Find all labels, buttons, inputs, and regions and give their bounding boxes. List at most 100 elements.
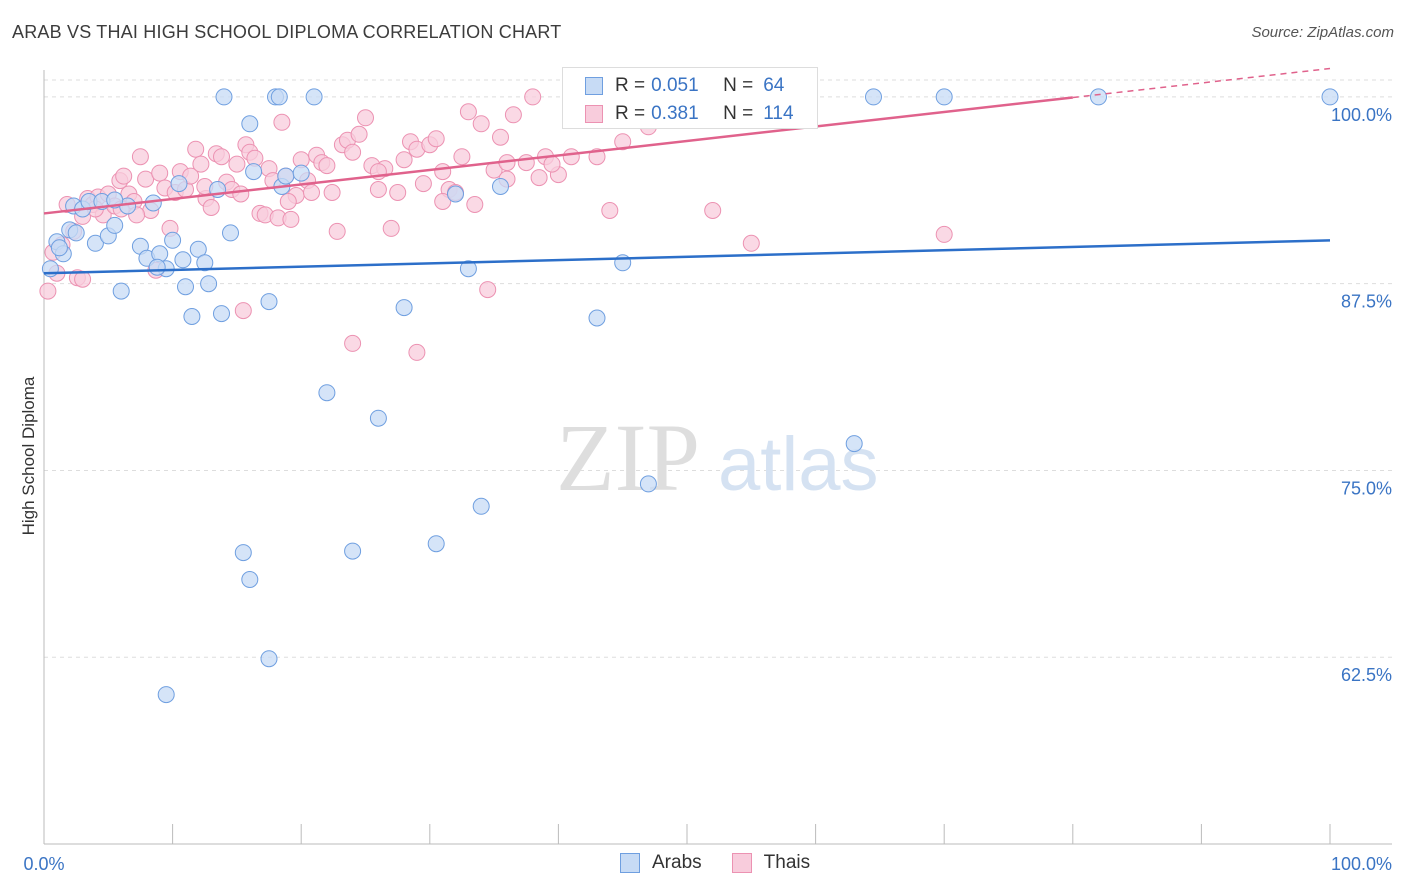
arabs-point xyxy=(344,542,362,560)
thais-point xyxy=(742,234,760,252)
thais-point xyxy=(935,225,953,243)
arabs-point xyxy=(245,163,263,181)
thais-trend-extension xyxy=(1072,67,1331,99)
thais-point xyxy=(459,103,477,121)
legend-row-thais: R = 0.381 N = 114 xyxy=(585,100,794,128)
thais-point xyxy=(344,334,362,352)
thais-point xyxy=(395,151,413,169)
arabs-point xyxy=(292,164,310,182)
arabs-swatch xyxy=(585,77,603,95)
arabs-point xyxy=(67,224,85,242)
y-tick-label: 75.0% xyxy=(1341,478,1392,498)
thais-point xyxy=(213,148,230,166)
thais-point xyxy=(601,202,619,219)
watermark-zip: ZIP xyxy=(556,404,700,511)
arabs-point xyxy=(196,254,214,272)
thais-point xyxy=(323,184,341,201)
arabs-n-value: 64 xyxy=(763,75,785,96)
thais-point xyxy=(279,193,297,210)
thais-point xyxy=(318,157,336,175)
thais-point xyxy=(115,167,133,185)
arabs-point xyxy=(164,231,182,249)
thais-point xyxy=(504,106,522,124)
thais-point xyxy=(479,281,497,299)
thais-point xyxy=(131,148,149,166)
y-tick-label: 62.5% xyxy=(1341,665,1392,685)
arabs-point xyxy=(222,224,239,242)
arabs-point xyxy=(215,88,233,106)
arabs-point xyxy=(234,544,252,562)
legend-row-arabs: R = 0.051 N = 64 xyxy=(585,72,784,100)
arabs-trend-line xyxy=(43,239,1331,275)
arabs-point xyxy=(318,384,336,402)
arabs-n-label: N = xyxy=(723,75,754,96)
y-tick-label: 100.0% xyxy=(1331,105,1392,125)
thais-point xyxy=(202,199,220,216)
arabs-point xyxy=(447,185,464,203)
thais-point xyxy=(562,148,580,166)
thais-point xyxy=(232,185,250,203)
thais-point xyxy=(434,193,452,210)
arabs-point xyxy=(305,88,323,106)
thais-point xyxy=(328,222,346,240)
trend-layer xyxy=(43,67,1331,275)
arabs-point xyxy=(200,275,218,293)
chart-title: ARAB VS THAI HIGH SCHOOL DIPLOMA CORRELA… xyxy=(12,22,562,42)
arabs-point xyxy=(170,175,188,193)
legend-arabs-label: Arabs xyxy=(652,852,702,873)
thais-r-label: R = xyxy=(615,103,646,124)
arabs-point xyxy=(427,535,445,553)
arabs-point xyxy=(270,88,288,106)
thais-point xyxy=(492,128,509,146)
thais-point xyxy=(434,163,452,181)
thais-point xyxy=(357,109,374,127)
arabs-point xyxy=(865,88,882,106)
arabs-point xyxy=(86,234,104,252)
arabs-point xyxy=(112,282,130,300)
arabs-point xyxy=(492,178,509,195)
arabs-point xyxy=(213,305,230,323)
arabs-point xyxy=(639,475,657,493)
source-label: Source: ZipAtlas.com xyxy=(1251,24,1394,41)
x-tick-label: 0.0% xyxy=(23,854,64,874)
arabs-point xyxy=(472,497,490,515)
thais-point xyxy=(524,88,542,106)
arabs-point xyxy=(177,278,194,296)
y-tick-label: 87.5% xyxy=(1341,292,1392,312)
thais-point xyxy=(453,148,471,166)
arabs-point xyxy=(174,251,192,269)
arabs-point xyxy=(148,258,166,276)
thais-points xyxy=(39,88,953,361)
arabs-point xyxy=(241,115,259,133)
arabs-point xyxy=(260,650,278,668)
arabs-point xyxy=(241,571,259,588)
thais-point xyxy=(543,155,561,173)
thais-point xyxy=(408,343,426,361)
thais-n-value: 114 xyxy=(763,103,794,124)
thais-swatch xyxy=(585,105,603,123)
arabs-point xyxy=(157,686,175,704)
arabs-r-label: R = xyxy=(615,75,646,96)
legend-item-thais: Thais xyxy=(731,852,810,874)
thais-point xyxy=(472,115,490,133)
arabs-point xyxy=(189,240,207,258)
watermark-atlas: atlas xyxy=(718,422,879,507)
grid-layer xyxy=(44,79,1392,658)
thais-point xyxy=(389,184,407,201)
arabs-point xyxy=(459,260,477,278)
thais-r-value: 0.381 xyxy=(651,103,699,124)
thais-point xyxy=(303,184,320,201)
thais-point xyxy=(427,130,445,148)
arabs-point xyxy=(50,239,68,257)
x-tick-label: 100.0% xyxy=(1331,854,1392,874)
arabs-point xyxy=(106,216,124,234)
arabs-point xyxy=(183,308,201,325)
correlation-legend: R = 0.051 N = 64 R = 0.381 N = 114 xyxy=(562,67,818,129)
thais-point xyxy=(228,155,246,173)
arabs-point xyxy=(260,293,278,311)
arabs-r-value: 0.051 xyxy=(651,75,699,96)
thais-point xyxy=(350,125,368,143)
arabs-point xyxy=(369,409,387,427)
thais-point xyxy=(517,154,535,172)
arabs-point xyxy=(277,167,295,185)
